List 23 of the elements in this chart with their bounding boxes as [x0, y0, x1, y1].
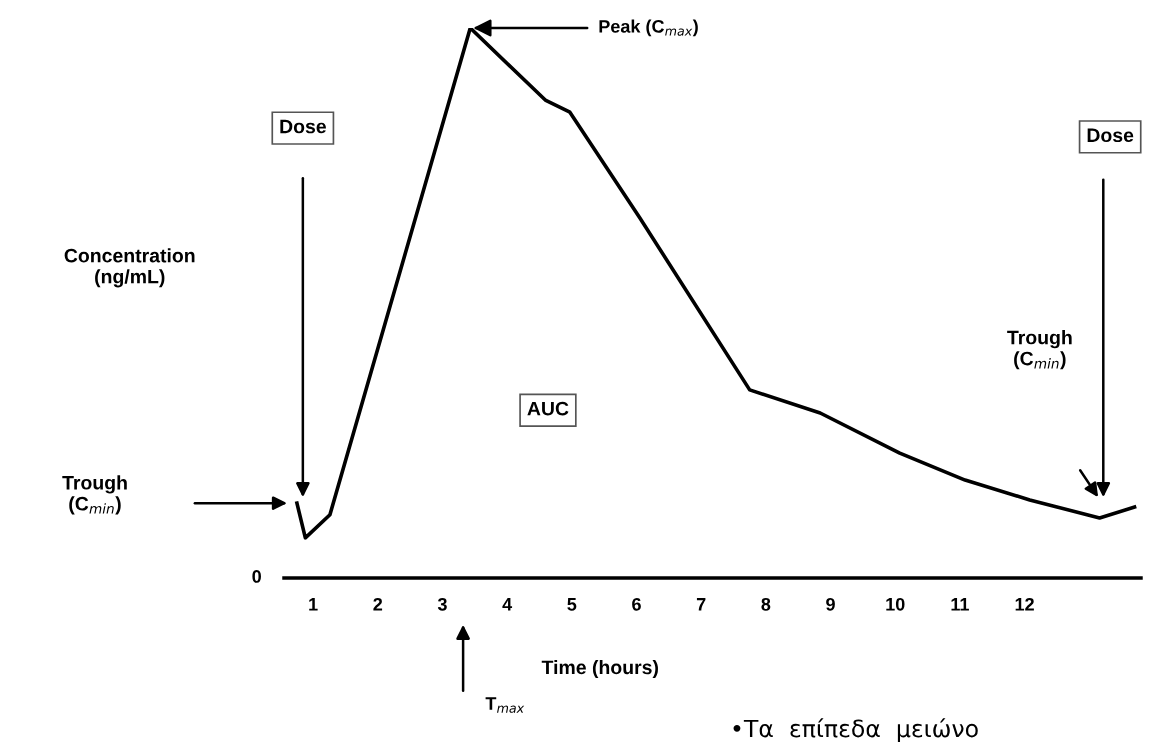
x-tick-label: 11 — [951, 598, 969, 611]
x-tick-label: 12 — [1015, 597, 1034, 611]
annotation: Trough (C$_{min}$) — [1007, 330, 1072, 370]
x-tick-label: 6 — [632, 597, 641, 611]
x-tick-label: 2 — [373, 597, 383, 611]
x-tick-label: 5 — [567, 598, 577, 611]
x-tick-label: 7 — [696, 598, 706, 611]
annotation: AUC — [527, 401, 569, 416]
annotation: Peak (C$_{max}$) — [599, 19, 698, 37]
x-axis-title: Time (hours) — [541, 659, 658, 679]
x-tick-label: 10 — [886, 597, 905, 611]
text: •Τα επίπεδα μειώνο — [733, 718, 978, 742]
x-tick-label: 3 — [437, 597, 447, 611]
x-tick-label: 4 — [502, 598, 513, 611]
text: Trough (C$_{min}$) — [62, 475, 127, 515]
text: 0 — [252, 570, 261, 583]
x-tick-label: 9 — [826, 597, 835, 611]
y-axis-title: Concentration (ng/mL) — [64, 248, 195, 288]
x-tick-label: 1 — [309, 598, 318, 611]
annotation: Dose — [280, 119, 326, 134]
annotation: Dose — [1087, 128, 1134, 143]
x-tick-label: 8 — [761, 597, 771, 611]
text: T$_{max}$ — [485, 697, 525, 713]
